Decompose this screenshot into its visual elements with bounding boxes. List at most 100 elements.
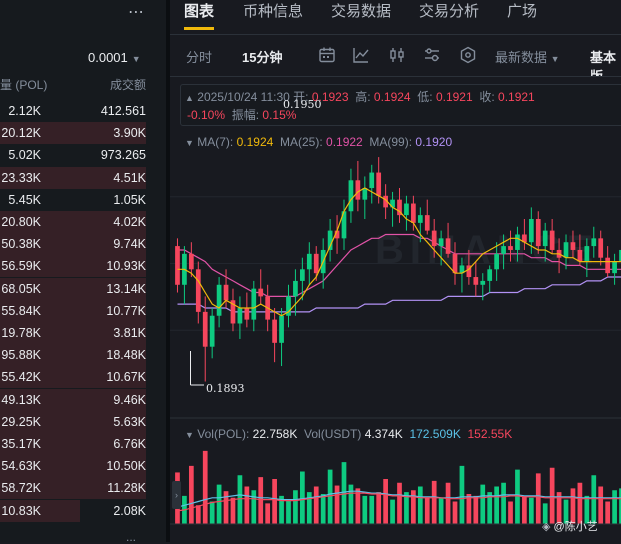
tab-trading-data[interactable]: 交易数据 [331, 0, 391, 21]
collapse-icon[interactable]: ▼ [185, 430, 194, 440]
volume-bar [529, 498, 534, 524]
candle-body [349, 180, 354, 211]
latest-data-select[interactable]: 最新数据 ▼ [495, 47, 560, 66]
row-amount: 56.59K [1, 259, 41, 273]
indicator-hexagon-icon[interactable] [459, 46, 477, 64]
row-amount: 23.33K [1, 171, 41, 185]
order-book-row[interactable]: 68.05K 13.14K [0, 278, 150, 300]
precision-select[interactable]: 0.0001▼ [88, 50, 141, 65]
collapse-icon[interactable]: ▼ [185, 138, 194, 148]
candle-body [244, 308, 249, 320]
tab-square[interactable]: 广场 [507, 0, 537, 21]
candle-body [439, 238, 444, 246]
row-total: 11.28K [107, 481, 146, 495]
row-amount: 29.25K [1, 415, 41, 429]
user-watermark-text: @陈小艺 [554, 521, 598, 533]
low-price-marker: 0.1893 [206, 382, 245, 395]
volume-bar [307, 492, 312, 524]
tab-trading-analysis[interactable]: 交易分析 [419, 0, 479, 21]
line-chart-icon[interactable] [352, 46, 370, 64]
volume-bar [314, 487, 319, 525]
volume-bar [238, 475, 243, 524]
ma7-value: 0.1924 [237, 135, 274, 149]
candle-body [314, 254, 319, 273]
vol-pol-value: 22.758K [253, 427, 298, 441]
order-book-row[interactable]: 95.88K 18.48K [0, 344, 150, 366]
candle-body [175, 246, 180, 285]
candle-body [425, 215, 430, 230]
row-total: 10.50K [106, 459, 146, 473]
candle [175, 238, 180, 292]
kline-chart[interactable]: BINANCE ▲ 2025/10/24 11:30 开: 0.1923 高: … [170, 77, 621, 542]
row-amount: 68.05K [1, 282, 41, 296]
volume-bar [203, 451, 208, 524]
candle-body [605, 258, 610, 273]
row-total: 13.14K [106, 282, 146, 296]
diamond-logo-icon: ◈ [542, 521, 550, 533]
vol-ma2-value: 152.55K [468, 427, 513, 441]
row-total: 9.46K [113, 393, 146, 407]
volume-bar [473, 496, 478, 524]
volume-bar [460, 466, 465, 524]
calendar-icon[interactable] [318, 46, 336, 64]
volume-bar [598, 487, 603, 525]
interval-15m-button[interactable]: 15分钟 [242, 47, 282, 66]
more-options-icon[interactable]: ⋯ [128, 2, 145, 22]
volume-bar [418, 487, 423, 525]
chevron-down-icon: ▼ [132, 54, 141, 64]
latest-data-label: 最新数据 [495, 50, 547, 65]
candle-body [453, 254, 458, 273]
collapse-icon[interactable]: ▲ [185, 93, 194, 103]
settings-sliders-icon[interactable] [423, 46, 441, 64]
volume-bar [300, 472, 305, 525]
row-amount: 95.88K [1, 348, 41, 362]
row-amount: 55.42K [1, 370, 41, 384]
time-mode-button[interactable]: 分时 [186, 47, 212, 66]
ma7-label: MA(7): [197, 135, 233, 149]
candlestick-icon[interactable] [388, 46, 406, 64]
row-amount: 20.80K [1, 215, 41, 229]
row-amount: 5.02K [8, 148, 41, 162]
tab-coin-info[interactable]: 币种信息 [243, 0, 303, 21]
candle-body [446, 238, 451, 253]
volume-bar [335, 486, 340, 524]
divider [170, 34, 621, 35]
ma99-value: 0.1920 [415, 135, 452, 149]
candle-body [258, 289, 263, 297]
volume-bar [508, 502, 513, 525]
tab-chart[interactable]: 图表 [184, 0, 214, 21]
candle-body [508, 246, 513, 250]
row-total: 3.81K [113, 326, 146, 340]
high-label: 高: [355, 90, 370, 104]
chevron-down-icon: ▼ [551, 54, 560, 64]
volume-bar [591, 475, 596, 524]
row-amount: 5.45K [8, 193, 41, 207]
row-total: 18.48K [106, 348, 146, 362]
volume-bar [349, 485, 354, 524]
candle-body [564, 242, 569, 257]
row-amount: 2.12K [8, 104, 41, 118]
scroll-left-handle[interactable]: › [172, 481, 181, 509]
volume-bar [425, 498, 430, 524]
volume-bar [494, 487, 499, 525]
candle-body [598, 238, 603, 257]
volume-bar [432, 481, 437, 524]
candle-body [591, 238, 596, 246]
